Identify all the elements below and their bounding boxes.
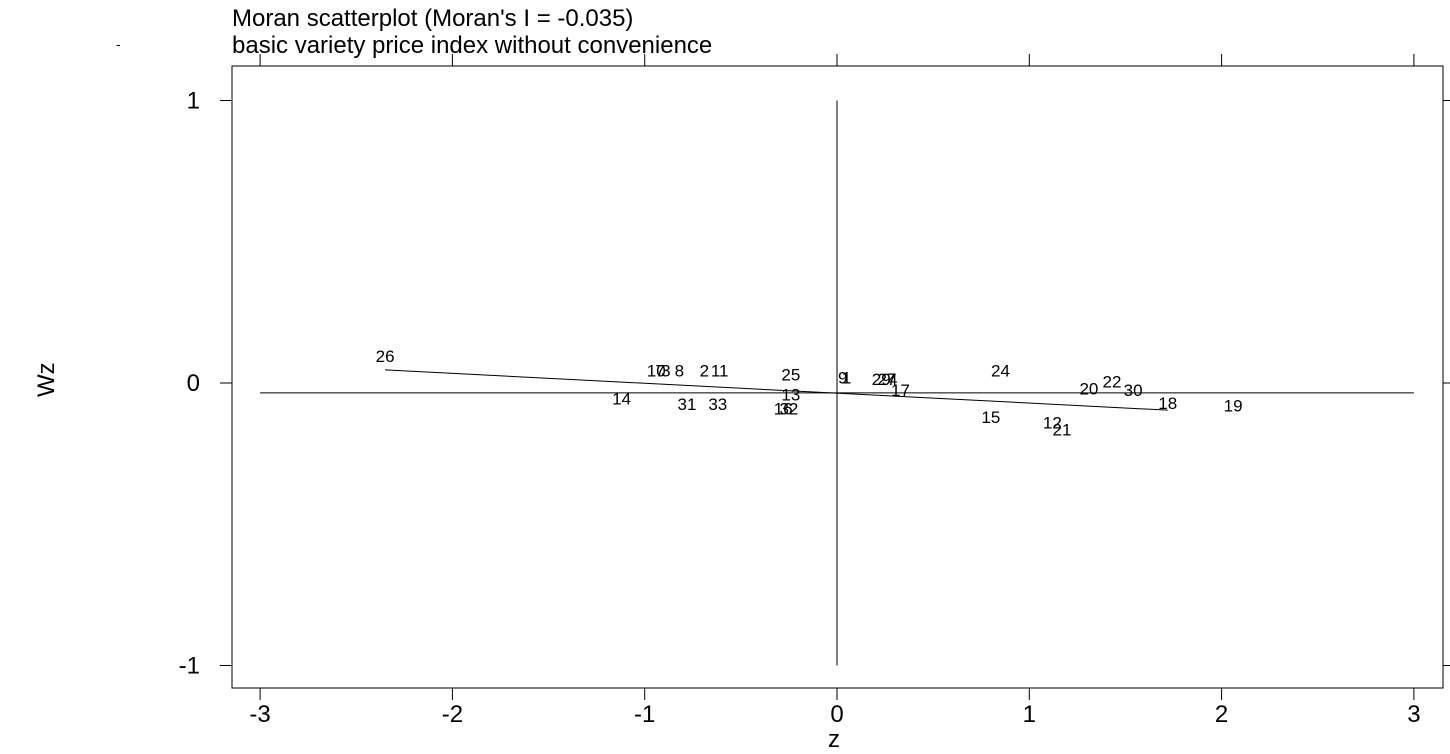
chart-subtitle: basic variety price index without conven…: [232, 32, 713, 59]
point-label: 2: [700, 361, 709, 380]
point-label: 15: [981, 408, 1000, 427]
point-label: 22: [1103, 373, 1122, 392]
x-axis-label: z: [828, 726, 840, 753]
point-label: 31: [678, 395, 697, 414]
point-label: 11: [711, 361, 729, 380]
x-tick-label: -1: [634, 701, 655, 728]
x-tick-label: 2: [1215, 701, 1228, 728]
point-label: 27: [878, 370, 897, 389]
point-label: 33: [708, 395, 727, 414]
point-label: 20: [1079, 380, 1098, 399]
x-tick-label: 3: [1407, 701, 1420, 728]
point-label: 7: [655, 361, 664, 380]
point-label: 24: [991, 361, 1010, 380]
stray-dash-mark: -: [116, 36, 121, 52]
point-label: 29: [872, 370, 891, 389]
x-tick-label: -2: [442, 701, 463, 728]
x-tick-label: -3: [249, 701, 270, 728]
point-label: 13: [781, 385, 800, 404]
point-label: 18: [1158, 394, 1177, 413]
point-label: 8: [675, 361, 684, 380]
y-tick-label: -1: [179, 653, 200, 680]
point-label: 16: [774, 399, 793, 418]
point-label: 9: [838, 368, 847, 387]
point-label: 4: [888, 370, 897, 389]
point-label: 10: [647, 361, 666, 380]
point-label: 30: [1124, 381, 1143, 400]
point-label: 17: [891, 381, 910, 400]
y-tick-label: 1: [187, 88, 200, 115]
point-label: 25: [781, 366, 800, 385]
regression-line: [385, 369, 1168, 411]
point-label: 19: [1224, 397, 1243, 416]
point-label: 14: [612, 390, 631, 409]
point-label: 21: [1053, 421, 1072, 440]
x-tick-label: 0: [830, 701, 843, 728]
point-label: 26: [376, 347, 395, 366]
point-label: 12: [1043, 414, 1062, 433]
y-tick-label: 0: [187, 370, 200, 397]
point-label: 3: [661, 361, 670, 380]
chart-title: Moran scatterplot (Moran's I = -0.035): [232, 5, 634, 32]
point-label: 32: [779, 399, 798, 418]
point-label: 1: [842, 368, 851, 387]
x-tick-label: 1: [1023, 701, 1036, 728]
